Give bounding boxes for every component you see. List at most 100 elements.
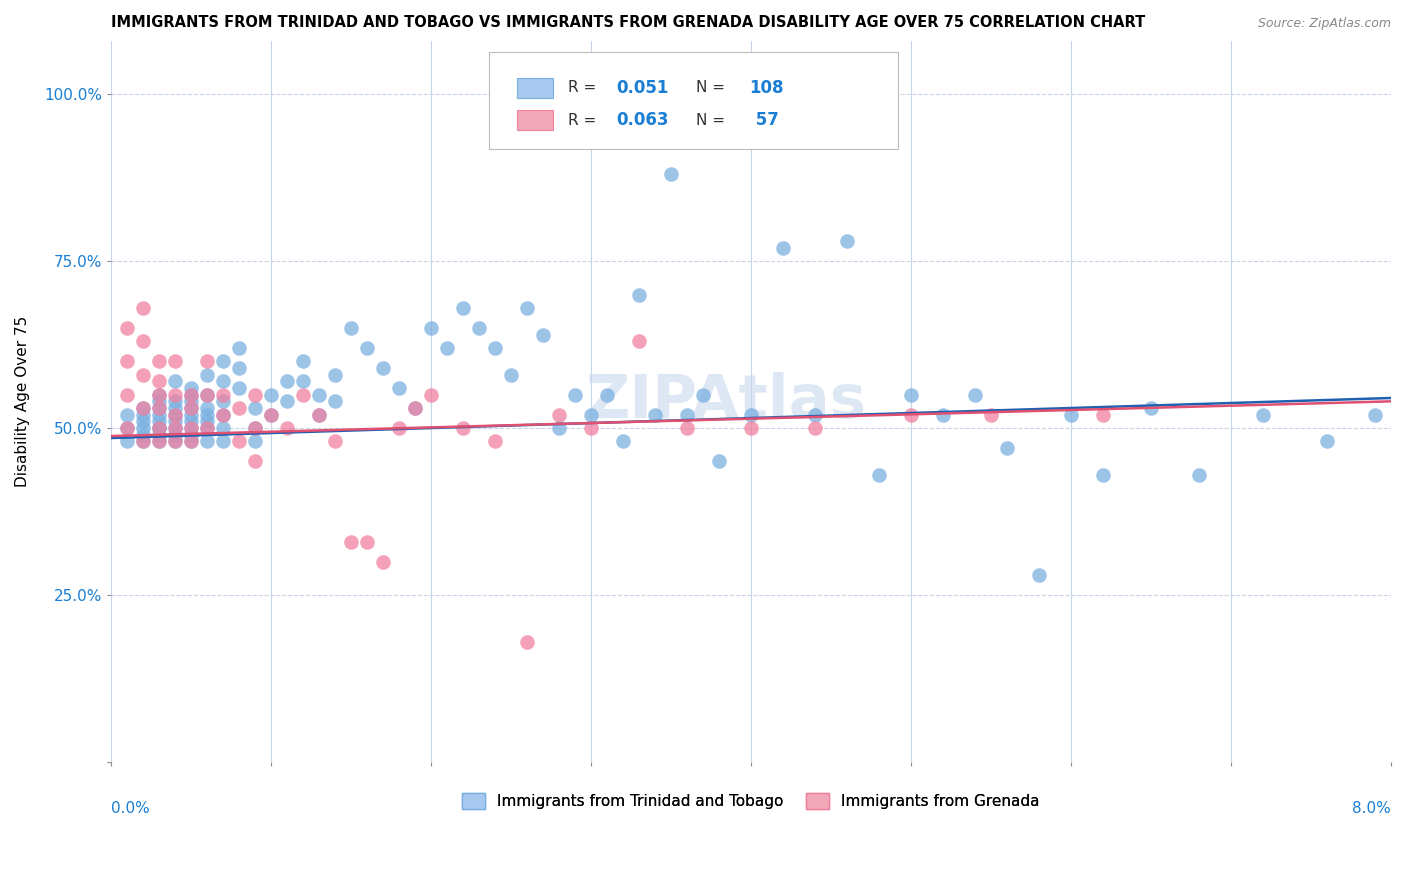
Point — [148, 434, 170, 449]
Point — [499, 368, 522, 382]
Point — [163, 374, 186, 388]
Point — [451, 301, 474, 315]
Point — [1364, 408, 1386, 422]
Point — [388, 421, 411, 435]
Point — [1251, 408, 1274, 422]
Text: 8.0%: 8.0% — [1353, 801, 1391, 816]
Point — [180, 401, 202, 415]
Point — [484, 434, 506, 449]
Point — [676, 408, 699, 422]
Point — [1188, 467, 1211, 482]
Point — [707, 454, 730, 468]
Point — [243, 454, 266, 468]
Point — [195, 421, 218, 435]
Point — [548, 421, 571, 435]
Point — [180, 434, 202, 449]
Point — [323, 394, 346, 409]
Text: 0.063: 0.063 — [617, 112, 669, 129]
Point — [548, 408, 571, 422]
Point — [1316, 434, 1339, 449]
Point — [195, 368, 218, 382]
Point — [291, 387, 314, 401]
Point — [484, 341, 506, 355]
Point — [243, 401, 266, 415]
Point — [900, 408, 922, 422]
Point — [371, 555, 394, 569]
Point — [180, 387, 202, 401]
FancyBboxPatch shape — [516, 78, 553, 98]
Point — [1091, 467, 1114, 482]
Point — [180, 421, 202, 435]
Point — [148, 394, 170, 409]
Point — [195, 387, 218, 401]
Point — [163, 414, 186, 428]
Point — [180, 414, 202, 428]
Point — [676, 421, 699, 435]
Point — [323, 368, 346, 382]
Point — [291, 354, 314, 368]
Text: IMMIGRANTS FROM TRINIDAD AND TOBAGO VS IMMIGRANTS FROM GRENADA DISABILITY AGE OV: IMMIGRANTS FROM TRINIDAD AND TOBAGO VS I… — [111, 15, 1144, 30]
Point — [531, 327, 554, 342]
Point — [195, 401, 218, 415]
Point — [180, 387, 202, 401]
Point — [163, 427, 186, 442]
Point — [163, 401, 186, 415]
Point — [148, 401, 170, 415]
Point — [212, 408, 235, 422]
Point — [115, 421, 138, 435]
Point — [148, 427, 170, 442]
Point — [419, 321, 441, 335]
Point — [276, 421, 298, 435]
Point — [932, 408, 955, 422]
Point — [404, 401, 426, 415]
Point — [180, 427, 202, 442]
Point — [579, 408, 602, 422]
Point — [180, 421, 202, 435]
Point — [564, 387, 586, 401]
Point — [228, 341, 250, 355]
Point — [804, 421, 827, 435]
Point — [115, 321, 138, 335]
Point — [579, 421, 602, 435]
Point — [180, 434, 202, 449]
Point — [212, 421, 235, 435]
Point — [132, 368, 155, 382]
Point — [115, 408, 138, 422]
Point — [740, 408, 762, 422]
Text: 0.0%: 0.0% — [111, 801, 149, 816]
Point — [243, 421, 266, 435]
Point — [212, 387, 235, 401]
Point — [243, 421, 266, 435]
Point — [659, 168, 682, 182]
Point — [436, 341, 458, 355]
Point — [963, 387, 986, 401]
Point — [404, 401, 426, 415]
Point — [804, 408, 827, 422]
Point — [1140, 401, 1163, 415]
Point — [195, 387, 218, 401]
Point — [340, 321, 363, 335]
Point — [163, 421, 186, 435]
Point — [1091, 408, 1114, 422]
Point — [132, 334, 155, 349]
Point — [276, 394, 298, 409]
Text: N =: N = — [696, 112, 730, 128]
Point — [180, 401, 202, 415]
Point — [195, 414, 218, 428]
Point — [132, 301, 155, 315]
Text: R =: R = — [568, 112, 600, 128]
Point — [692, 387, 714, 401]
Point — [115, 354, 138, 368]
Text: 108: 108 — [749, 78, 785, 96]
Point — [260, 387, 283, 401]
Point — [212, 374, 235, 388]
Point — [163, 434, 186, 449]
Point — [419, 387, 441, 401]
Point — [163, 408, 186, 422]
Point — [868, 467, 890, 482]
Point — [260, 408, 283, 422]
Point — [900, 387, 922, 401]
FancyBboxPatch shape — [488, 52, 898, 149]
Point — [148, 434, 170, 449]
Point — [835, 234, 858, 248]
